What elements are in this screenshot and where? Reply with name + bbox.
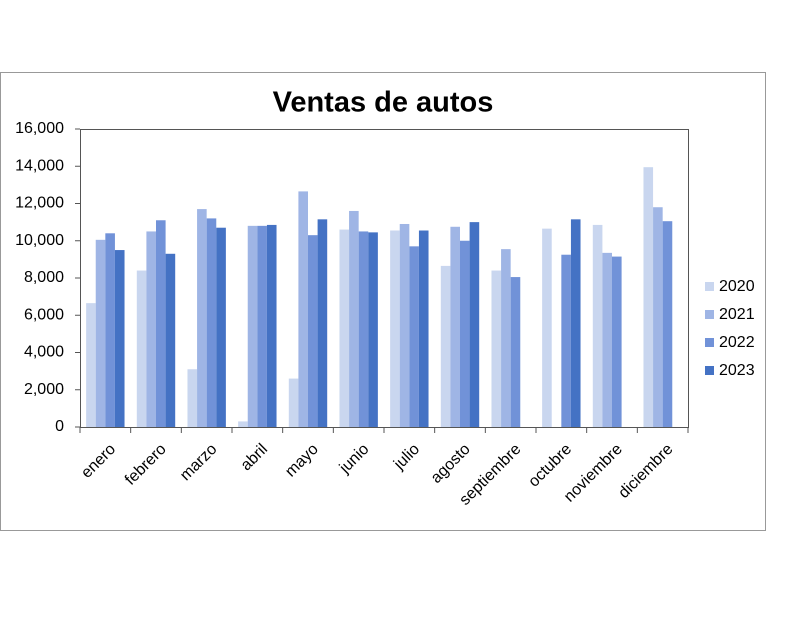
bar bbox=[491, 270, 502, 427]
bar bbox=[440, 265, 451, 427]
bar bbox=[197, 209, 207, 427]
x-tick-label: julio bbox=[390, 441, 423, 474]
bar bbox=[298, 191, 308, 427]
y-tick-label: 16,000 bbox=[15, 120, 64, 137]
bar bbox=[390, 230, 400, 427]
legend-label: 2022 bbox=[719, 334, 755, 351]
legend-swatch bbox=[705, 282, 714, 291]
y-tick-label: 12,000 bbox=[15, 195, 64, 212]
bar bbox=[592, 224, 603, 427]
legend-label: 2020 bbox=[719, 278, 755, 295]
x-tick-label: marzo bbox=[177, 441, 221, 485]
bar bbox=[662, 221, 673, 427]
x-tick-label: agosto bbox=[428, 441, 474, 487]
bar bbox=[612, 256, 622, 427]
bar bbox=[653, 207, 663, 427]
bar bbox=[146, 231, 156, 427]
chart-title: Ventas de autos bbox=[273, 87, 494, 119]
x-tick-label: mayo bbox=[282, 441, 322, 481]
bar bbox=[570, 219, 581, 427]
bar bbox=[643, 167, 654, 427]
y-tick-label: 14,000 bbox=[15, 157, 64, 174]
y-tick-label: 0 bbox=[55, 418, 64, 435]
bar bbox=[288, 378, 299, 427]
bar bbox=[418, 230, 429, 427]
x-tick-label: diciembre bbox=[615, 441, 676, 502]
x-tick-label: octubre bbox=[525, 441, 575, 491]
bar bbox=[238, 421, 248, 427]
bar bbox=[317, 219, 328, 427]
bar bbox=[542, 228, 552, 427]
y-tick-label: 10,000 bbox=[15, 232, 64, 249]
chart-frame bbox=[0, 72, 766, 531]
bar bbox=[510, 277, 521, 427]
x-tick-label: enero bbox=[78, 441, 119, 482]
bar bbox=[358, 231, 369, 427]
bar bbox=[460, 240, 470, 427]
bar bbox=[469, 222, 480, 427]
bar bbox=[308, 235, 318, 427]
bar bbox=[501, 249, 511, 427]
bar bbox=[206, 218, 217, 427]
legend-swatch bbox=[705, 366, 714, 375]
x-tick-label: junio bbox=[336, 441, 373, 478]
bar bbox=[114, 250, 125, 427]
bar bbox=[450, 226, 460, 427]
y-tick-label: 6,000 bbox=[24, 306, 64, 323]
y-tick-label: 2,000 bbox=[24, 381, 64, 398]
legend-label: 2021 bbox=[719, 306, 755, 323]
bar bbox=[156, 220, 166, 427]
bar bbox=[399, 223, 410, 427]
x-tick-label: febrero bbox=[122, 441, 170, 489]
bar bbox=[368, 232, 378, 427]
bar bbox=[349, 210, 359, 427]
bar bbox=[247, 225, 258, 427]
bar bbox=[257, 225, 267, 427]
y-tick-label: 8,000 bbox=[24, 269, 64, 286]
bar bbox=[95, 239, 106, 427]
legend-swatch bbox=[705, 338, 714, 347]
bar bbox=[86, 303, 96, 427]
legend-swatch bbox=[705, 310, 714, 319]
bar bbox=[561, 254, 571, 427]
bar bbox=[409, 246, 419, 427]
legend-label: 2023 bbox=[719, 362, 755, 379]
bar bbox=[165, 253, 176, 427]
x-tick-label: abril bbox=[238, 441, 271, 474]
y-tick-label: 4,000 bbox=[24, 344, 64, 361]
bar bbox=[136, 270, 147, 427]
bar bbox=[216, 227, 226, 427]
bar bbox=[339, 229, 350, 427]
bar bbox=[105, 233, 115, 427]
bar bbox=[187, 369, 198, 427]
bar bbox=[602, 252, 612, 427]
bar bbox=[266, 224, 277, 427]
